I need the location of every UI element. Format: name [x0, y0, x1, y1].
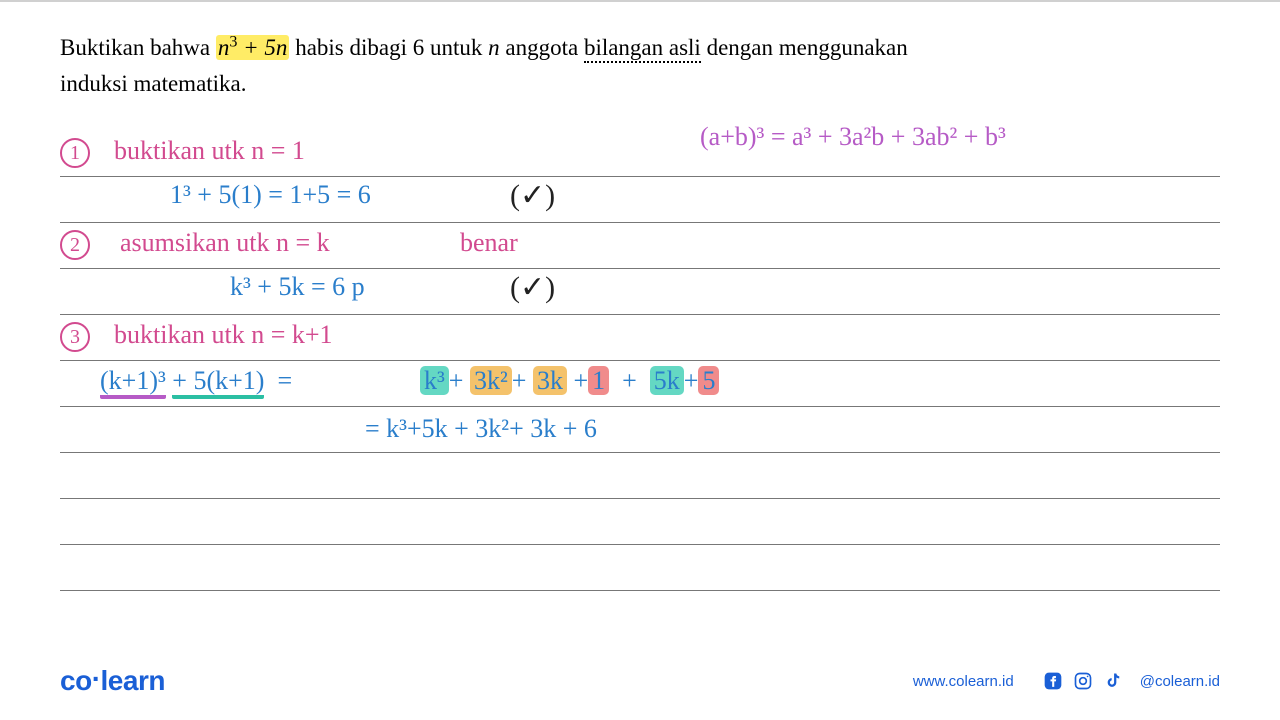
- problem-statement: Buktikan bahwa n3 + 5n habis dibagi 6 un…: [60, 30, 1220, 101]
- ruled-line: [60, 590, 1220, 591]
- rhs-t3: 3k: [533, 366, 567, 395]
- logo-learn: learn: [101, 665, 165, 696]
- step-3-label: buktikan utk n = k+1: [114, 320, 333, 350]
- step-3-lhs: (k+1)³ + 5(k+1) =: [100, 366, 299, 396]
- rhs-t1: k³: [420, 366, 449, 395]
- step-2-label: asumsikan utk n = k: [120, 228, 330, 258]
- step-3-line2: = k³+5k + 3k²+ 3k + 6: [365, 414, 597, 444]
- problem-line2: induksi matematika.: [60, 71, 247, 96]
- step-2-badge: 2: [60, 230, 90, 260]
- ruled-line: [60, 544, 1220, 545]
- footer: co·learn www.colearn.id @colearn.id: [0, 652, 1280, 720]
- ruled-line: [60, 222, 1220, 223]
- instagram-icon[interactable]: [1072, 670, 1094, 692]
- step-3-badge: 3: [60, 322, 90, 352]
- step-2-calc: k³ + 5k = 6 p: [230, 272, 365, 302]
- footer-icons: @colearn.id: [1042, 670, 1220, 692]
- ruled-line: [60, 498, 1220, 499]
- identity-formula: (a+b)³ = a³ + 3a²b + 3ab² + b³: [700, 122, 1006, 152]
- step-1-check: (✓): [510, 178, 555, 213]
- lhs-b: + 5(k+1): [172, 366, 264, 399]
- ruled-line: [60, 314, 1220, 315]
- rhs-t6: 5: [698, 366, 719, 395]
- step-3-rhs: k³+ 3k²+ 3k +1 + 5k+5: [420, 366, 719, 396]
- ruled-line: [60, 176, 1220, 177]
- problem-highlighted-expr: n3 + 5n: [216, 35, 290, 60]
- step-1-calc: 1³ + 5(1) = 1+5 = 6: [170, 180, 371, 210]
- problem-pre: Buktikan bahwa: [60, 35, 216, 60]
- facebook-icon[interactable]: [1042, 670, 1064, 692]
- step-1-label: buktikan utk n = 1: [114, 136, 305, 166]
- step-1-badge: 1: [60, 138, 90, 168]
- logo-co: co: [60, 665, 92, 696]
- rhs-t4: 1: [588, 366, 609, 395]
- rhs-t2: 3k²: [470, 366, 512, 395]
- rhs-t5: 5k: [650, 366, 684, 395]
- tiktok-icon[interactable]: [1102, 670, 1124, 692]
- lhs-a: (k+1)³: [100, 366, 166, 399]
- ruled-line: [60, 360, 1220, 361]
- step-2-tag: benar: [460, 228, 518, 258]
- ruled-line: [60, 406, 1220, 407]
- ruled-line: [60, 268, 1220, 269]
- footer-url[interactable]: www.colearn.id: [913, 673, 1014, 690]
- dotted-phrase: bilangan asli: [584, 35, 701, 63]
- logo-dot: ·: [92, 663, 101, 694]
- logo: co·learn: [60, 665, 165, 697]
- ruled-line: [60, 452, 1220, 453]
- step-2-check: (✓): [510, 270, 555, 305]
- footer-handle[interactable]: @colearn.id: [1140, 673, 1220, 690]
